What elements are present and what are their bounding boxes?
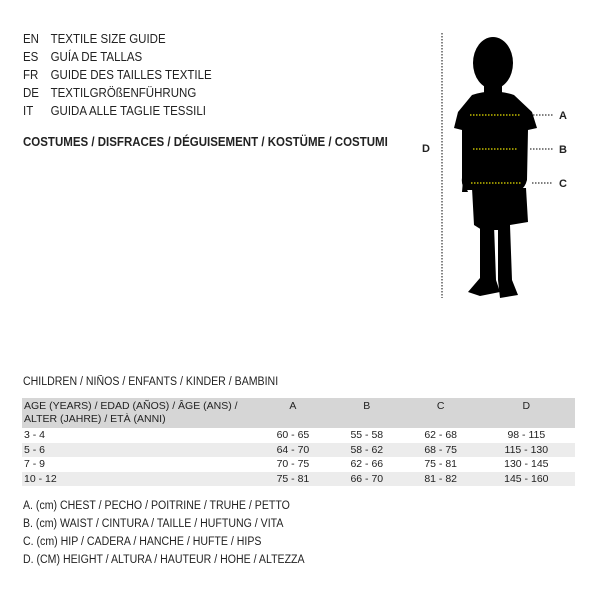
size-table: AGE (YEARS) / EDAD (AÑOS) / ÂGE (ANS) / … bbox=[22, 398, 575, 486]
table-cell: 3 - 4 bbox=[24, 429, 46, 442]
guide-title: TEXTILGRÖßENFÜHRUNG bbox=[50, 86, 197, 100]
language-title-en: EN TEXTILE SIZE GUIDE bbox=[23, 32, 166, 47]
table-cell: 75 - 81 bbox=[256, 471, 330, 486]
table-cell: 55 - 58 bbox=[350, 429, 384, 442]
language-code: EN bbox=[23, 32, 39, 46]
language-code: DE bbox=[23, 86, 39, 100]
column-header: B bbox=[329, 398, 404, 428]
guide-title: TEXTILE SIZE GUIDE bbox=[50, 32, 166, 46]
column-header: A bbox=[256, 398, 330, 428]
table-cell: 58 - 62 bbox=[329, 442, 404, 457]
table-cell: 64 - 70 bbox=[256, 442, 330, 457]
table-row: 10 - 12 75 - 81 66 - 70 81 - 82 145 - 160 bbox=[22, 471, 575, 486]
language-title-de: DE TEXTILGRÖßENFÜHRUNG bbox=[23, 86, 196, 101]
table-cell: 60 - 65 bbox=[276, 429, 310, 442]
category-heading: COSTUMES / DISFRACES / DÉGUISEMENT / KOS… bbox=[23, 135, 388, 149]
language-title-it: IT GUIDA ALLE TAGLIE TESSILI bbox=[23, 104, 206, 119]
table-cell: 10 - 12 bbox=[22, 471, 256, 486]
label-c: C bbox=[559, 178, 567, 190]
column-header: D bbox=[477, 398, 575, 428]
language-code: FR bbox=[23, 68, 39, 82]
table-cell: 115 - 130 bbox=[477, 442, 575, 457]
table-row: 3 - 4 60 - 65 55 - 58 62 - 68 98 - 115 bbox=[22, 428, 575, 443]
table-row: 5 - 6 64 - 70 58 - 62 68 - 75 115 - 130 bbox=[22, 442, 575, 457]
table-cell: 130 - 145 bbox=[504, 458, 549, 471]
table-cell: 98 - 115 bbox=[507, 429, 546, 442]
legend-item: C. (cm) HIP / CADERA / HANCHE / HÜFTE / … bbox=[23, 536, 262, 548]
guide-title: GUIDE DES TAILLES TEXTILE bbox=[50, 68, 212, 82]
label-d: D bbox=[422, 143, 430, 155]
legend-item: B. (cm) WAIST / CINTURA / TAILLE / HÜFTU… bbox=[23, 518, 284, 530]
table-cell: 66 - 70 bbox=[329, 471, 404, 486]
table-cell: 75 - 81 bbox=[424, 458, 458, 471]
children-subtitle: CHILDREN / NIÑOS / ENFANTS / KINDER / BA… bbox=[23, 376, 279, 388]
language-code: IT bbox=[23, 104, 34, 118]
language-title-es: ES GUÍA DE TALLAS bbox=[23, 50, 142, 65]
label-a: A bbox=[559, 110, 567, 122]
language-title-fr: FR GUIDE DES TAILLES TEXTILE bbox=[23, 68, 212, 83]
table-cell: 145 - 160 bbox=[477, 471, 575, 486]
table-cell: 62 - 68 bbox=[424, 429, 458, 442]
table-cell: 70 - 75 bbox=[276, 458, 310, 471]
label-b: B bbox=[559, 144, 567, 156]
column-header: AGE (YEARS) / EDAD (AÑOS) / ÂGE (ANS) / … bbox=[22, 398, 256, 428]
table-cell: 81 - 82 bbox=[403, 471, 478, 486]
column-header: C bbox=[403, 398, 478, 428]
table-row: 7 - 9 70 - 75 62 - 66 75 - 81 130 - 145 bbox=[22, 457, 575, 472]
child-silhouette-figure: A B C D bbox=[422, 33, 567, 298]
legend-item: A. (cm) CHEST / PECHO / POITRINE / TRUHE… bbox=[23, 500, 290, 512]
table-cell: 68 - 75 bbox=[403, 442, 478, 457]
guide-title: GUÍA DE TALLAS bbox=[50, 50, 143, 64]
guide-title: GUIDA ALLE TAGLIE TESSILI bbox=[50, 104, 206, 118]
table-cell: 5 - 6 bbox=[22, 442, 256, 457]
language-code: ES bbox=[23, 50, 39, 64]
legend-item: D. (CM) HEIGHT / ALTURA / HAUTEUR / HÖHE… bbox=[23, 554, 305, 566]
table-cell: 62 - 66 bbox=[350, 458, 384, 471]
silhouette-icon bbox=[454, 37, 537, 298]
table-cell: 7 - 9 bbox=[24, 458, 46, 471]
